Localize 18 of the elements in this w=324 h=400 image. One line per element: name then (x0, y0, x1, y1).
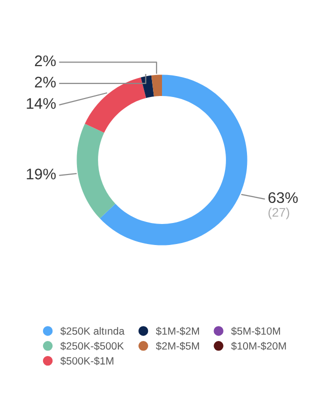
data-label: 2% (34, 55, 56, 66)
text: (27) (268, 208, 290, 220)
legend-label: $1M-$2M (156, 326, 199, 336)
data-label: 14% (26, 98, 56, 109)
donut-slice (151, 74, 162, 97)
donut-slice (140, 75, 154, 98)
legend-label: $10M-$20M (231, 342, 286, 350)
legend-label: $250K-$500K (60, 342, 124, 350)
donut-slice (100, 74, 248, 246)
legend-label: $250K altında (60, 326, 125, 336)
legend-label: $2M-$5M (156, 342, 199, 350)
data-label: 63% (268, 192, 298, 204)
legend-label: $5M-$10M (231, 326, 280, 336)
legend-label: $500K-$1M (60, 356, 114, 366)
donut-slice (76, 124, 116, 218)
data-label: 2% (34, 76, 56, 88)
data-label: 19% (26, 168, 56, 180)
donut-slice (84, 77, 146, 133)
